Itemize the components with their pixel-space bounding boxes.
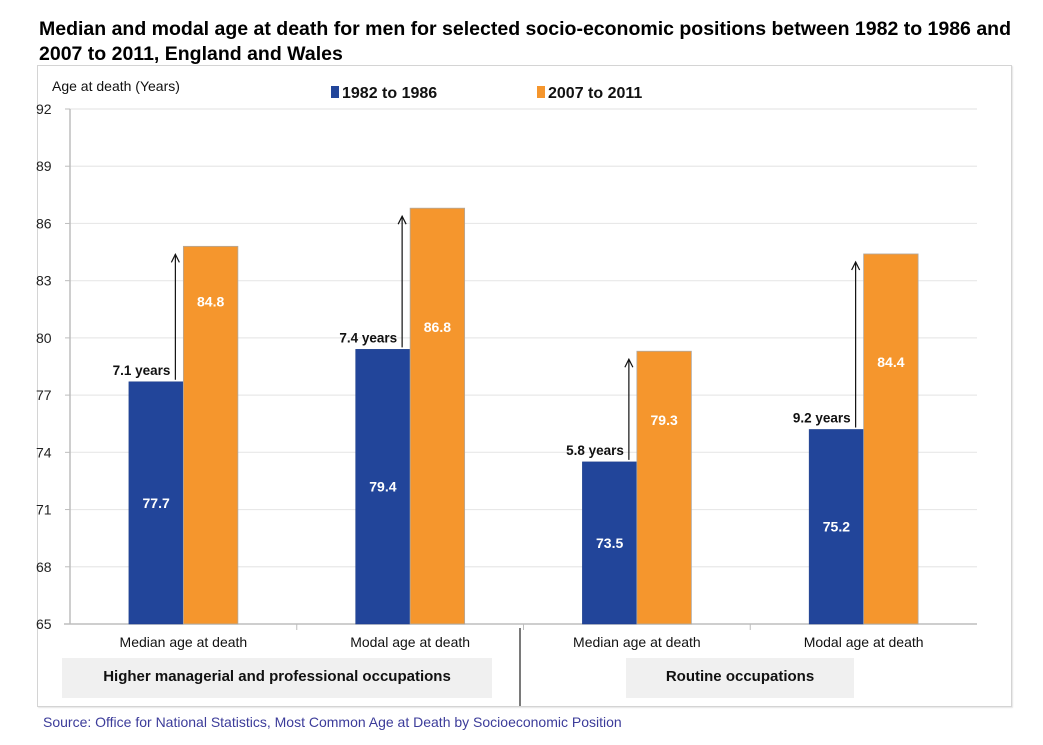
arrow-head-icon: [851, 260, 861, 271]
arrow-head-icon: [624, 357, 634, 368]
legend-label-2007: 2007 to 2011: [548, 85, 642, 102]
bar-label-1982-2: 73.5: [596, 535, 623, 551]
bar-label-2007-0: 84.8: [197, 293, 224, 309]
arrows: 7.1 years 7.4 years 5.8 years 9.2 years: [113, 214, 861, 460]
bar-1982-1: [355, 349, 411, 625]
bar-label-1982-3: 75.2: [823, 519, 850, 535]
bar-1982-2: [582, 461, 638, 625]
bar-2007-1: [409, 207, 466, 625]
change-annotation: 7.4 years: [339, 330, 397, 345]
bar-label-2007-2: 79.3: [651, 412, 678, 428]
bar-label-1982-1: 79.4: [369, 479, 396, 495]
x-category-label: Median age at death: [573, 634, 701, 650]
y-axis-ticks: 65 68 71 74 77 80 83 86 89 92: [36, 101, 70, 632]
change-annotation: 7.1 years: [113, 363, 171, 378]
arrow-head-icon: [170, 252, 180, 263]
y-tick-label: 80: [36, 330, 52, 346]
y-tick-label: 83: [36, 273, 52, 289]
y-tick-label: 77: [36, 387, 52, 403]
legend-swatch-2007: [537, 86, 545, 98]
x-axis-categories: Median age at death Modal age at death Med…: [120, 624, 924, 650]
y-tick-label: 86: [36, 215, 52, 231]
bar-label-1982-0: 77.7: [143, 495, 170, 511]
bar-label-2007-1: 86.8: [424, 319, 451, 335]
x-category-label: Modal age at death: [804, 634, 924, 650]
x-category-label: Modal age at death: [350, 634, 470, 650]
bar-label-2007-3: 84.4: [877, 354, 904, 370]
legend-label-1982: 1982 to 1986: [342, 85, 437, 102]
bar-2007-0: [182, 245, 239, 625]
chart-title: Median and modal age at death for men fo…: [39, 18, 1011, 65]
group-label-higher: Higher managerial and professional occup…: [103, 668, 451, 685]
y-axis-label: Age at death (Years): [52, 78, 180, 94]
change-annotation: 9.2 years: [793, 410, 851, 425]
group-label-bg-routine: [626, 658, 854, 698]
x-category-label: Median age at death: [120, 634, 248, 650]
legend-swatch-1982: [331, 86, 339, 98]
y-tick-label: 74: [36, 444, 52, 460]
y-tick-label: 65: [36, 616, 52, 632]
group-label-bg-higher: [62, 658, 492, 698]
bars: 77.7 84.8 79.4 86.8 73.5 79.3 75.2 84.4: [128, 207, 919, 625]
y-tick-label: 89: [36, 158, 52, 174]
arrow-head-icon: [397, 214, 407, 225]
group-label-routine: Routine occupations: [666, 668, 814, 685]
y-tick-label: 71: [36, 502, 52, 518]
y-tick-label: 92: [36, 101, 52, 117]
source-note: Source: Office for National Statistics, …: [43, 714, 622, 730]
bar-1982-0: [128, 381, 184, 625]
change-annotation: 5.8 years: [566, 443, 624, 458]
y-tick-label: 68: [36, 559, 52, 575]
bar-2007-2: [636, 350, 692, 625]
bar-2007-3: [863, 253, 919, 625]
